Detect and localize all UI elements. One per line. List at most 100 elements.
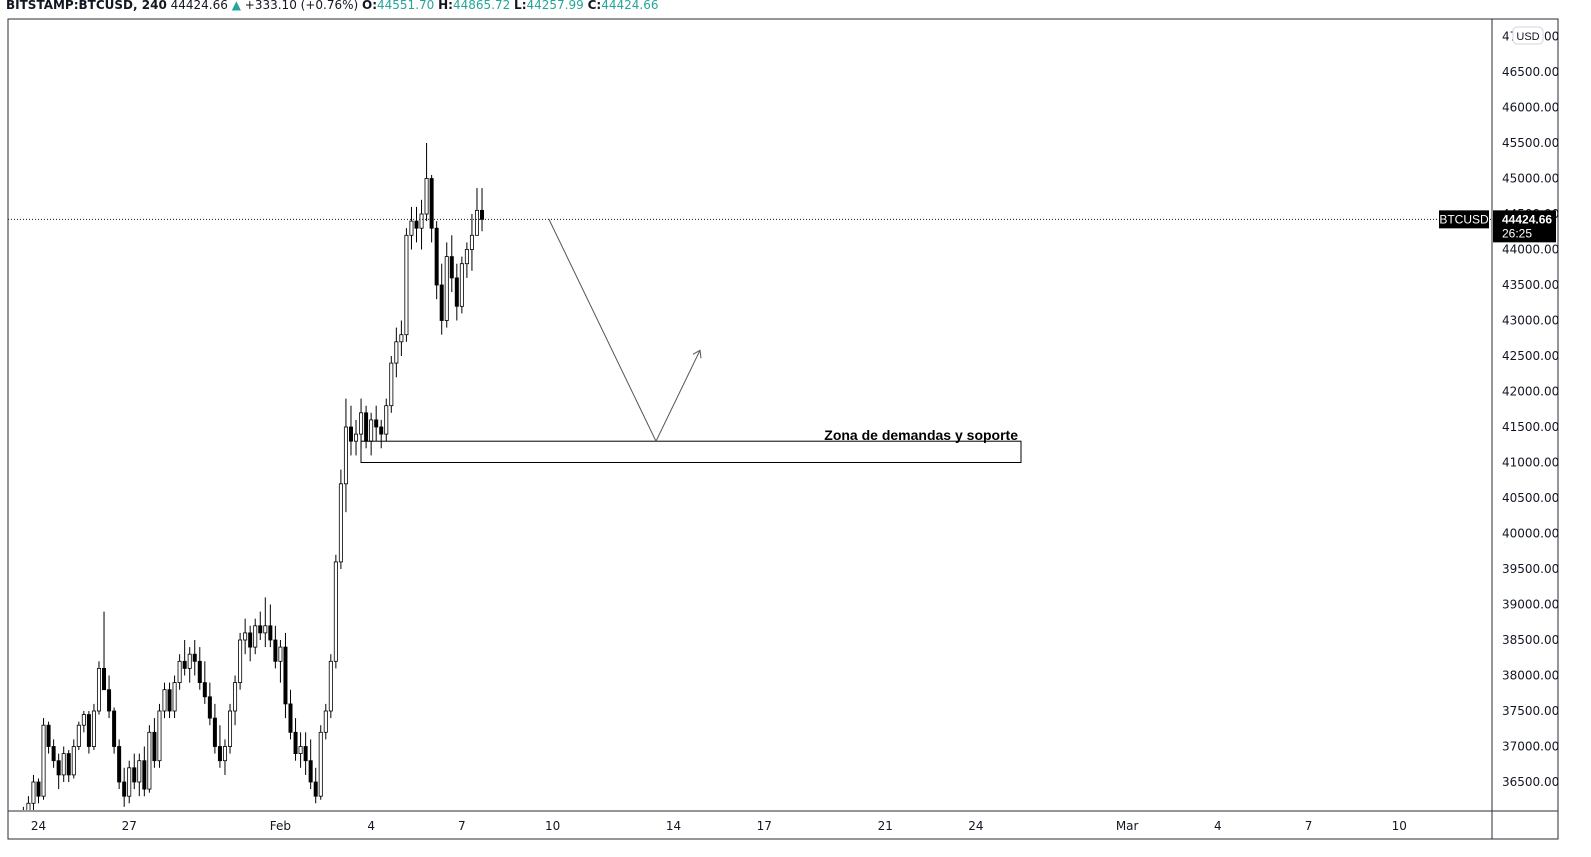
candle bbox=[192, 640, 197, 676]
candle-body-up bbox=[96, 668, 101, 712]
candle-body-up bbox=[127, 767, 132, 797]
candle bbox=[404, 228, 409, 342]
candle bbox=[273, 625, 278, 669]
price-tick-label: 36500.00 bbox=[1502, 775, 1559, 789]
candle-body-up bbox=[172, 682, 177, 712]
candle-body-down bbox=[379, 426, 384, 435]
candle bbox=[41, 718, 46, 800]
candle-body-up bbox=[394, 341, 399, 364]
price-tick-label: 45500.00 bbox=[1502, 136, 1559, 150]
candle bbox=[303, 732, 308, 775]
price-axis[interactable]: 47000.0046500.0046000.0045500.0045000.00… bbox=[1502, 30, 1559, 790]
candle bbox=[348, 405, 353, 456]
candle bbox=[31, 774, 36, 810]
candle bbox=[364, 405, 369, 449]
candle bbox=[71, 739, 76, 779]
candle bbox=[152, 718, 157, 768]
zone-label: Zona de demandas y soporte bbox=[824, 427, 1018, 443]
candle bbox=[459, 256, 464, 314]
candle bbox=[263, 597, 268, 648]
symbol-name[interactable]: BITSTAMP:BTCUSD, 240 bbox=[6, 0, 167, 12]
candle bbox=[102, 611, 107, 691]
candle-body-up bbox=[399, 334, 404, 343]
price-tick-label: 43500.00 bbox=[1502, 278, 1559, 292]
candle bbox=[354, 419, 359, 456]
candle-body-up bbox=[343, 426, 348, 485]
candle bbox=[288, 689, 293, 740]
candle-body-up bbox=[177, 660, 182, 683]
candle-body-up bbox=[384, 405, 389, 435]
candle-body-down bbox=[288, 703, 293, 733]
candle bbox=[384, 398, 389, 442]
candle bbox=[283, 632, 288, 719]
candle-body-up bbox=[157, 710, 162, 762]
price-tick-label: 38000.00 bbox=[1502, 669, 1559, 683]
candle-body-up bbox=[22, 812, 25, 818]
candle-body-down bbox=[46, 724, 51, 747]
high-label: H: bbox=[438, 0, 453, 12]
candle bbox=[157, 703, 162, 768]
candle-body-up bbox=[162, 689, 167, 712]
drawings-group: Zona de demandas y soporte bbox=[360, 219, 1022, 464]
close-value: 44424.66 bbox=[601, 0, 659, 12]
candle-body-up bbox=[474, 209, 479, 236]
candle bbox=[449, 235, 454, 293]
candle bbox=[374, 405, 379, 442]
candle-body-up bbox=[323, 710, 328, 733]
candle-body-up bbox=[369, 419, 374, 442]
candle-body-up bbox=[298, 746, 303, 754]
price-tick-label: 39500.00 bbox=[1502, 562, 1559, 576]
candle-body-up bbox=[26, 802, 31, 810]
price-tick-label: 40500.00 bbox=[1502, 491, 1559, 505]
price-tick-label: 44000.00 bbox=[1502, 243, 1559, 257]
candle-body-down bbox=[122, 781, 127, 797]
up-arrow-icon: ▲ bbox=[231, 0, 241, 12]
candle-body-up bbox=[354, 433, 359, 442]
candle bbox=[22, 806, 25, 818]
price-tick-label: 38500.00 bbox=[1502, 633, 1559, 647]
candle-body-down bbox=[283, 646, 288, 705]
candle-body-down bbox=[313, 781, 318, 797]
candle-body-down bbox=[480, 209, 485, 220]
candle-body-up bbox=[419, 213, 424, 229]
candle bbox=[51, 739, 56, 768]
candle bbox=[222, 739, 227, 775]
currency-badge[interactable]: USD bbox=[1512, 26, 1544, 45]
candle bbox=[389, 356, 394, 413]
candle-body-down bbox=[202, 682, 207, 698]
candle-body-up bbox=[253, 625, 258, 648]
candle-body-up bbox=[459, 263, 464, 307]
candle-body-up bbox=[41, 724, 46, 797]
candle bbox=[394, 327, 399, 378]
candle-body-down bbox=[348, 426, 353, 442]
candle bbox=[212, 703, 217, 754]
projection-arrowhead bbox=[692, 349, 702, 359]
candle-body-down bbox=[152, 731, 157, 762]
candle-body-down bbox=[212, 717, 217, 747]
candle bbox=[434, 221, 439, 300]
candle-body-down bbox=[17, 814, 20, 818]
candle-body-down bbox=[66, 753, 71, 776]
symbol-info-bar: BITSTAMP:BTCUSD, 240 44424.66 ▲ +333.10 … bbox=[6, 0, 658, 13]
candle bbox=[127, 760, 132, 804]
candle bbox=[454, 263, 459, 321]
low-label: L: bbox=[514, 0, 527, 12]
candle-body-up bbox=[359, 412, 364, 435]
candle bbox=[172, 675, 177, 719]
candle bbox=[243, 618, 248, 655]
candle-body-up bbox=[61, 753, 66, 776]
candle bbox=[233, 675, 238, 726]
candle-body-up bbox=[404, 234, 409, 336]
candle bbox=[343, 398, 348, 513]
candle-body-down bbox=[268, 625, 273, 641]
candle-body-up bbox=[222, 746, 227, 762]
open-value: 44551.70 bbox=[377, 0, 435, 12]
candle bbox=[86, 711, 91, 754]
candle-body-down bbox=[434, 227, 439, 286]
candle bbox=[444, 242, 449, 328]
time-axis[interactable]: 24 27 Feb 4 7 10 14 17 21 24 Mar 4 7 10 bbox=[31, 819, 1407, 833]
candle bbox=[338, 469, 343, 569]
price-tick-label: 43000.00 bbox=[1502, 314, 1559, 328]
candle-body-down bbox=[197, 660, 202, 683]
